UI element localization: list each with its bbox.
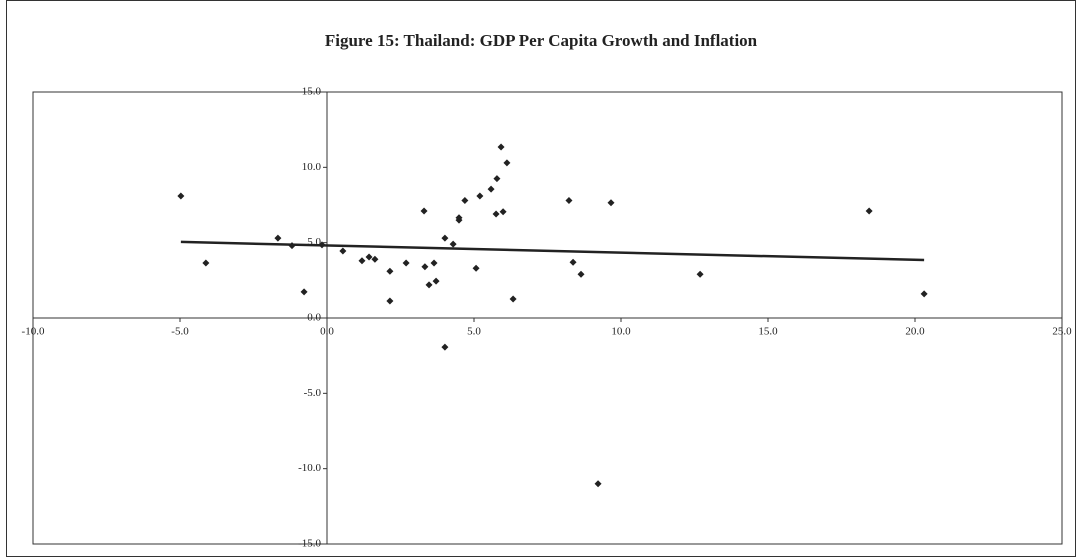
scatter-point (503, 159, 511, 167)
scatter-point (499, 208, 507, 216)
scatter-point (441, 234, 449, 242)
chart-title: Figure 15: Thailand: GDP Per Capita Grow… (325, 31, 758, 50)
x-tick-label: 20.0 (905, 326, 925, 338)
scatter-point (696, 270, 704, 278)
scatter-point (339, 247, 347, 255)
scatter-point (492, 210, 500, 218)
x-tick-label: -10.0 (22, 326, 45, 338)
y-tick-label: 10.0 (302, 161, 322, 173)
scatter-point (386, 297, 394, 305)
scatter-point (497, 143, 505, 151)
scatter-point (365, 253, 373, 261)
scatter-point (449, 240, 457, 248)
scatter-point (594, 480, 602, 488)
scatter-point (421, 263, 429, 271)
scatter-point (565, 196, 573, 204)
x-tick-label: -5.0 (171, 326, 189, 338)
scatter-point (432, 277, 440, 285)
scatter-point (202, 259, 210, 267)
scatter-point (461, 196, 469, 204)
scatter-point (455, 216, 463, 224)
scatter-point (386, 267, 394, 275)
y-tick-label: -5.0 (304, 387, 322, 399)
x-tick-label: 25.0 (1052, 326, 1072, 338)
scatter-point (430, 259, 438, 267)
scatter-point (607, 199, 615, 207)
scatter-point (441, 343, 449, 351)
scatter-point (300, 288, 308, 296)
scatter-point (402, 259, 410, 267)
scatter-point (177, 192, 185, 200)
chart-border (6, 0, 1076, 557)
scatter-point (569, 258, 577, 266)
scatter-point (420, 207, 428, 215)
x-tick-label: 5.0 (467, 326, 481, 338)
scatter-point (487, 185, 495, 193)
scatter-point (509, 295, 517, 303)
y-tick-label: 0.0 (307, 312, 321, 324)
scatter-point (493, 175, 501, 183)
scatter-point (577, 270, 585, 278)
scatter-point (288, 242, 296, 250)
scatter-point (476, 192, 484, 200)
scatter-point (425, 281, 433, 289)
scatter-point (472, 264, 480, 272)
y-tick-label: -15.0 (298, 538, 321, 550)
trendline (180, 240, 925, 262)
scatter-point (865, 207, 873, 215)
scatter-point (371, 255, 379, 263)
y-tick-label: 15.0 (302, 86, 322, 98)
scatter-point (274, 234, 282, 242)
x-tick-label: 15.0 (758, 326, 778, 338)
scatter-point (920, 290, 928, 298)
y-tick-label: -10.0 (298, 462, 321, 474)
scatter-point (358, 257, 366, 265)
scatter-point (318, 241, 326, 249)
x-tick-label: 10.0 (611, 326, 631, 338)
x-tick-label: 0.0 (320, 326, 334, 338)
